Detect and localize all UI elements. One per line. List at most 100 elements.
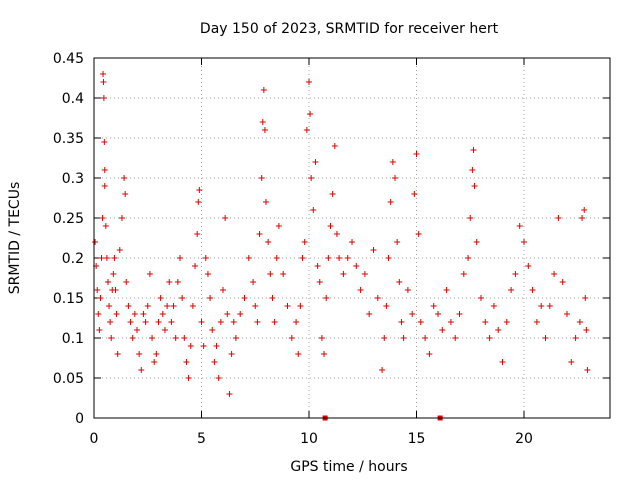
data-point (349, 239, 355, 245)
data-point (327, 223, 334, 229)
data-point (138, 367, 145, 373)
data-point (200, 343, 207, 349)
data-point (194, 231, 201, 237)
data-point (551, 271, 558, 277)
data-point (134, 327, 140, 333)
data-point (329, 191, 336, 197)
data-point (241, 295, 248, 301)
data-point (92, 239, 99, 245)
y-tick-label: 0.25 (53, 211, 84, 227)
data-point (177, 255, 183, 261)
data-point (456, 311, 463, 317)
y-tick-label: 0.05 (53, 371, 84, 387)
data-point (209, 327, 216, 333)
data-point (470, 147, 477, 153)
data-point (288, 335, 295, 341)
data-point (97, 295, 104, 301)
data-point (121, 175, 128, 181)
data-point (529, 287, 536, 293)
data-point (295, 351, 302, 357)
data-point (230, 319, 237, 325)
y-tick-label: 0.1 (62, 331, 84, 347)
data-point (157, 295, 164, 301)
data-point (486, 335, 493, 341)
data-point (113, 311, 120, 317)
data-point (293, 319, 300, 325)
data-point (259, 119, 266, 125)
data-point (101, 139, 108, 145)
data-point (417, 319, 424, 325)
data-point (538, 303, 545, 309)
data-point (189, 303, 196, 309)
data-point (357, 287, 364, 293)
data-point (533, 319, 540, 325)
data-point (344, 255, 351, 261)
data-point (439, 327, 446, 333)
data-points (92, 71, 591, 397)
data-point (155, 319, 162, 325)
data-point (394, 239, 401, 245)
data-point (142, 319, 149, 325)
data-point (471, 183, 478, 189)
data-point (187, 343, 194, 349)
data-point (318, 335, 325, 341)
data-point (220, 287, 226, 293)
y-tick-label: 0.15 (53, 291, 84, 307)
data-point (250, 279, 257, 285)
data-point (584, 367, 591, 373)
data-point (125, 303, 132, 309)
data-point (331, 143, 338, 149)
data-point (263, 199, 269, 205)
data-point (525, 263, 532, 269)
data-point (404, 287, 411, 293)
data-point (129, 335, 136, 341)
data-point (579, 215, 586, 221)
data-point (224, 311, 231, 317)
data-point (381, 335, 388, 341)
y-tick-label: 0 (75, 411, 84, 427)
data-point (140, 311, 147, 317)
data-point (559, 279, 566, 285)
data-point (564, 311, 570, 317)
data-point (95, 311, 102, 317)
y-tick-label: 0.45 (53, 51, 84, 67)
axis-ticks: 0 5 10 15 20 0 0.05 0.1 0.15 0.2 0.25 0.3 0.35 0.4 0.4… (53, 51, 610, 447)
data-point (123, 279, 130, 285)
data-point (415, 231, 422, 237)
data-point (353, 263, 360, 269)
data-point (111, 255, 118, 261)
data-point (422, 335, 429, 341)
data-point (136, 351, 143, 357)
data-point (333, 231, 340, 237)
data-point (495, 327, 502, 333)
data-point (114, 351, 121, 357)
data-point (245, 255, 252, 261)
data-point (430, 303, 437, 309)
data-point (211, 359, 218, 365)
data-point (104, 279, 111, 285)
data-point (478, 295, 484, 301)
data-point (271, 319, 278, 325)
data-point (213, 343, 220, 349)
data-point (102, 223, 109, 229)
data-point (256, 231, 263, 237)
data-point (447, 319, 454, 325)
data-point (387, 199, 394, 205)
data-point (260, 87, 267, 93)
data-point (409, 311, 416, 317)
chart-title: Day 150 of 2023, SRMTID for receiver her… (200, 21, 499, 37)
data-point (168, 319, 175, 325)
data-point (108, 335, 115, 341)
data-point (94, 287, 101, 293)
data-point (340, 271, 347, 277)
data-point (452, 335, 459, 341)
data-point (161, 327, 168, 333)
data-point (385, 255, 392, 261)
data-point (398, 319, 405, 325)
data-point (316, 279, 323, 285)
grid-lines (94, 58, 610, 418)
data-point (392, 175, 398, 181)
data-point (106, 303, 113, 309)
data-point (383, 303, 390, 309)
data-point (226, 391, 233, 397)
